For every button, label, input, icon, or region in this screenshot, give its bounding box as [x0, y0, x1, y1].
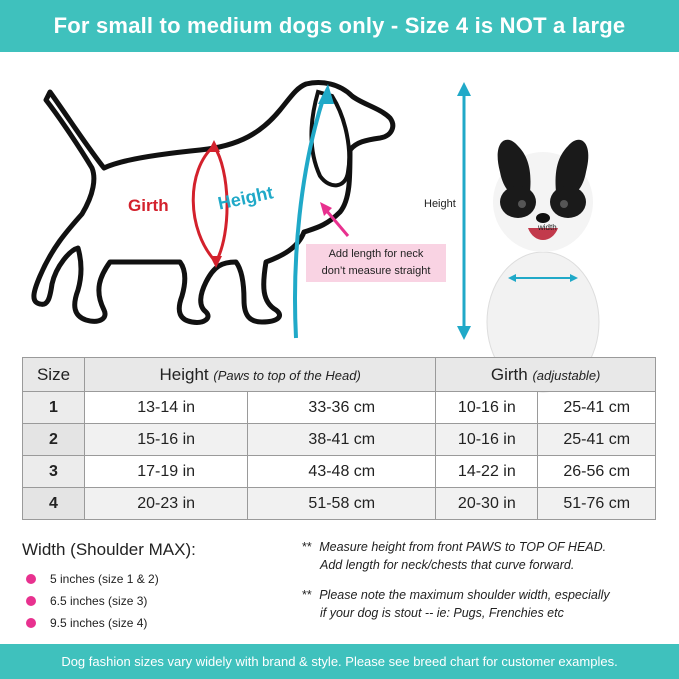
cell-height-cm: 43-48 cm: [247, 455, 437, 488]
cell-girth-cm: 26-56 cm: [537, 455, 656, 488]
cell-height-in: 13-14 in: [83, 391, 249, 424]
cell-girth-cm: 25-41 cm: [537, 423, 656, 456]
cell-height-in: 15-16 in: [83, 423, 249, 456]
girth-arrow-curve: [191, 144, 218, 264]
width-item-text: 6.5 inches (size 3): [50, 594, 148, 608]
photo-width-label: width: [538, 223, 557, 232]
footer-text: Dog fashion sizes vary widely with brand…: [61, 654, 618, 669]
photo-height-arrow-top: [457, 82, 471, 96]
cell-height-cm: 38-41 cm: [247, 423, 437, 456]
header-girth-note: (adjustable): [532, 367, 601, 383]
width-item-text: 9.5 inches (size 4): [50, 616, 148, 630]
photo-height-arrow-bottom: [457, 326, 471, 340]
girth-arrow-head-bottom: [210, 256, 222, 268]
cell-girth-in: 14-22 in: [435, 455, 539, 488]
table-row: 1 13-14 in 33-36 cm 10-16 in 25-41 cm: [22, 391, 656, 424]
list-item: 9.5 inches (size 4): [26, 612, 196, 634]
cell-girth-in: 20-30 in: [435, 487, 539, 520]
table-row: 3 17-19 in 43-48 cm 14-22 in 26-56 cm: [22, 455, 656, 488]
dog-outline-drawing: [31, 80, 471, 340]
girth-label: Girth: [128, 196, 169, 215]
width-item-text: 5 inches (size 1 & 2): [50, 572, 159, 586]
note2-line2: if your dog is stout -- ie: Pugs, French…: [320, 606, 564, 620]
asterisk-icon: **: [302, 588, 312, 602]
girth-arrow-curve-right: [212, 145, 229, 263]
cell-girth-in: 10-16 in: [435, 391, 539, 424]
table-row: 2 15-16 in 38-41 cm 10-16 in 25-41 cm: [22, 423, 656, 456]
size-chart-table: Size Height (Paws to top of the Head) Gi…: [22, 357, 656, 520]
cell-size: 2: [22, 423, 85, 456]
header-girth-label: Girth: [490, 364, 528, 384]
dog-ear: [309, 89, 352, 188]
list-item: 6.5 inches (size 3): [26, 590, 196, 612]
measurement-notes: ** Measure height from front PAWS to TOP…: [302, 538, 672, 634]
neck-note-line1: Add length for neck: [328, 248, 424, 260]
top-banner: For small to medium dogs only - Size 4 i…: [0, 0, 679, 52]
dog-silhouette: [31, 80, 396, 325]
header-height-note: (Paws to top of the Head): [213, 367, 361, 383]
header-height: Height (Paws to top of the Head): [83, 357, 437, 392]
cell-size: 1: [22, 391, 85, 424]
measurement-illustration: [0, 52, 679, 393]
header-girth: Girth (adjustable): [435, 357, 656, 392]
girth-arrow-head-top: [208, 140, 220, 152]
pink-pointer-head: [320, 202, 332, 216]
cell-size: 3: [22, 455, 85, 488]
width-title: Width (Shoulder MAX):: [22, 540, 196, 559]
shoulder-width-section: Width (Shoulder MAX): 5 inches (size 1 &…: [22, 540, 196, 634]
table-row: 4 20-23 in 51-58 cm 20-30 in 51-76 cm: [22, 487, 656, 520]
note-height: ** Measure height from front PAWS to TOP…: [302, 538, 672, 574]
header-size: Size: [22, 357, 85, 392]
note2-line1: Please note the maximum shoulder width, …: [319, 588, 610, 602]
cell-height-cm: 51-58 cm: [247, 487, 437, 520]
asterisk-icon: **: [302, 540, 312, 554]
cell-height-in: 17-19 in: [83, 455, 249, 488]
pink-bullet-icon: [26, 574, 36, 584]
header-height-label: Height: [159, 364, 209, 384]
note1-line1: Measure height from front PAWS to TOP OF…: [319, 540, 607, 554]
cell-girth-cm: 25-41 cm: [537, 391, 656, 424]
photo-height-label: Height: [424, 198, 456, 210]
note-width: ** Please note the maximum shoulder widt…: [302, 586, 672, 622]
banner-title: For small to medium dogs only - Size 4 i…: [53, 13, 626, 38]
cell-height-cm: 33-36 cm: [247, 391, 437, 424]
cell-height-in: 20-23 in: [83, 487, 249, 520]
pink-bullet-icon: [26, 618, 36, 628]
pink-bullet-icon: [26, 596, 36, 606]
bottom-banner: Dog fashion sizes vary widely with brand…: [0, 644, 679, 679]
note1-line2: Add length for neck/chests that curve fo…: [320, 558, 575, 572]
cell-girth-cm: 51-76 cm: [537, 487, 656, 520]
pink-pointer-line: [324, 209, 350, 237]
dog-photo: [486, 139, 600, 393]
height-arrow-line: [293, 95, 326, 339]
cell-girth-in: 10-16 in: [435, 423, 539, 456]
neck-note-line2: don’t measure straight: [321, 265, 431, 277]
neck-length-note: Add length for neck don’t measure straig…: [306, 244, 446, 282]
list-item: 5 inches (size 1 & 2): [26, 568, 196, 590]
cell-size: 4: [22, 487, 85, 520]
height-arrow-head: [318, 84, 334, 104]
table-header-row: Size Height (Paws to top of the Head) Gi…: [22, 357, 656, 392]
